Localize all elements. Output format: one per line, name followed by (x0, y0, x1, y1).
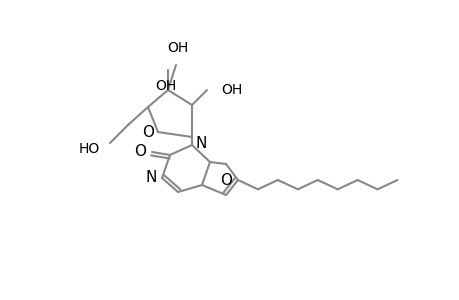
Text: O: O (142, 124, 154, 140)
Text: O: O (219, 173, 231, 188)
Text: N: N (146, 170, 157, 185)
Text: OH: OH (155, 79, 176, 93)
Text: O: O (134, 143, 146, 158)
Text: OH: OH (167, 41, 188, 55)
Text: N: N (196, 136, 207, 151)
Text: OH: OH (220, 83, 242, 97)
Text: HO: HO (78, 142, 100, 156)
